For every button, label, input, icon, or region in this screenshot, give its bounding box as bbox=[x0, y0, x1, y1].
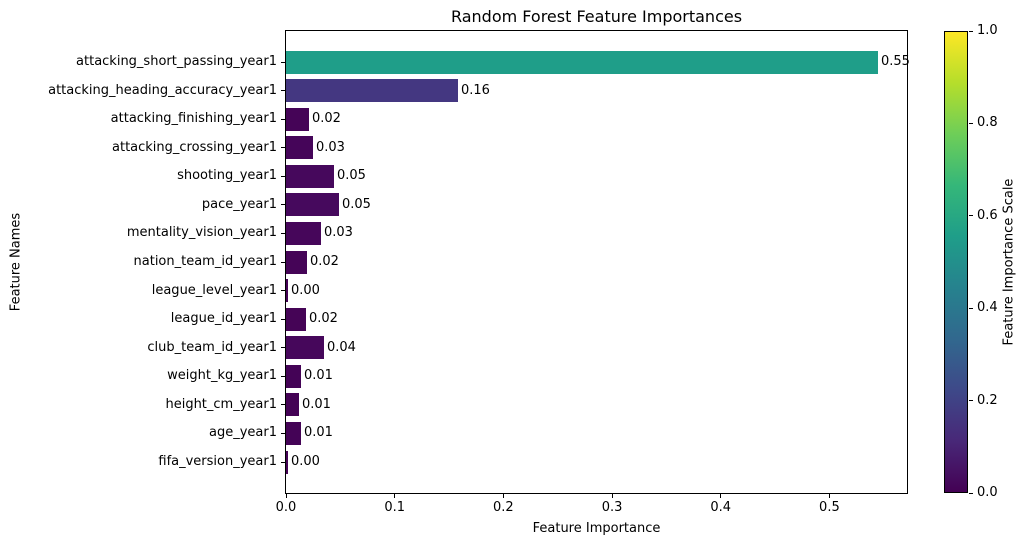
colorbar-tick-label: 0.6 bbox=[977, 207, 998, 223]
y-tick-label: attacking_finishing_year1 bbox=[110, 111, 277, 127]
bar bbox=[286, 193, 339, 217]
colorbar-tick-mark bbox=[969, 400, 973, 402]
x-tick-label: 0.3 bbox=[601, 500, 623, 515]
x-tick-mark bbox=[394, 494, 396, 498]
y-tick-mark bbox=[281, 232, 285, 234]
bar bbox=[286, 107, 309, 131]
y-tick-mark bbox=[281, 204, 285, 206]
bar bbox=[286, 50, 878, 74]
bar bbox=[286, 364, 301, 388]
bar bbox=[286, 450, 288, 474]
y-tick-mark bbox=[281, 261, 285, 263]
x-tick-mark bbox=[828, 494, 830, 498]
y-tick-mark bbox=[281, 61, 285, 63]
bar bbox=[286, 250, 307, 274]
y-tick-mark bbox=[281, 118, 285, 120]
x-tick-mark bbox=[502, 494, 504, 498]
x-tick-label: 0.4 bbox=[710, 500, 732, 515]
colorbar-tick-label: 0.8 bbox=[977, 115, 998, 131]
y-tick-label: club_team_id_year1 bbox=[147, 339, 277, 355]
bar bbox=[286, 221, 321, 245]
colorbar-tick-label: 1.0 bbox=[977, 23, 998, 38]
bar-value-label: 0.03 bbox=[324, 225, 353, 241]
bar bbox=[286, 164, 334, 188]
bar bbox=[286, 393, 299, 417]
colorbar-tick-label: 0.0 bbox=[977, 485, 998, 500]
bar bbox=[286, 279, 288, 303]
y-tick-label: height_cm_year1 bbox=[165, 396, 277, 412]
y-tick-label: shooting_year1 bbox=[177, 168, 277, 184]
bar-value-label: 0.00 bbox=[291, 282, 320, 298]
bar bbox=[286, 79, 458, 103]
plot-area: 0.55 0.16 0.02 0.03 0.05 0.05 0.03 0.02 0.00 0.02… bbox=[285, 30, 910, 494]
y-tick-mark bbox=[281, 318, 285, 320]
y-tick-label: age_year1 bbox=[209, 425, 277, 441]
y-tick-mark bbox=[281, 347, 285, 349]
y-tick-label: mentality_vision_year1 bbox=[126, 225, 277, 241]
bar-value-label: 0.02 bbox=[312, 111, 341, 127]
y-tick-label: attacking_short_passing_year1 bbox=[76, 54, 277, 69]
bar-value-label: 0.02 bbox=[310, 254, 339, 269]
y-tick-mark bbox=[281, 175, 285, 177]
colorbar-tick-mark bbox=[969, 307, 973, 309]
y-tick-mark bbox=[281, 290, 285, 292]
y-tick-mark bbox=[281, 90, 285, 92]
y-tick-label: weight_kg_year1 bbox=[167, 368, 277, 384]
bar-value-label: 0.55 bbox=[881, 54, 910, 69]
y-tick-label: league_level_year1 bbox=[151, 282, 277, 298]
bar-value-label: 0.05 bbox=[342, 196, 371, 212]
colorbar-label: Feature Importance Scale bbox=[1001, 178, 1017, 346]
x-tick-label: 0.2 bbox=[493, 500, 514, 515]
x-tick-label: 0.0 bbox=[275, 500, 297, 515]
bar bbox=[286, 136, 313, 160]
x-tick-mark bbox=[611, 494, 613, 498]
colorbar-tick-label: 0.4 bbox=[977, 300, 998, 316]
x-tick-mark bbox=[285, 494, 287, 498]
y-tick-label: fifa_version_year1 bbox=[158, 454, 277, 469]
colorbar-tick-label: 0.2 bbox=[977, 392, 998, 408]
bar-value-label: 0.02 bbox=[309, 311, 338, 327]
x-tick-label: 0.1 bbox=[384, 500, 406, 515]
bar-value-label: 0.05 bbox=[337, 168, 366, 184]
bar-value-label: 0.01 bbox=[304, 425, 333, 441]
x-tick-label: 0.5 bbox=[819, 500, 840, 515]
y-tick-label: nation_team_id_year1 bbox=[133, 254, 277, 269]
colorbar-tick-mark bbox=[969, 215, 973, 217]
y-tick-label: pace_year1 bbox=[201, 196, 277, 212]
colorbar bbox=[944, 31, 968, 493]
bar-value-label: 0.00 bbox=[291, 454, 320, 469]
y-tick-mark bbox=[281, 147, 285, 149]
colorbar-tick-mark bbox=[969, 122, 973, 124]
y-tick-mark bbox=[281, 461, 285, 463]
bar-value-label: 0.03 bbox=[316, 139, 345, 155]
y-tick-label: attacking_heading_accuracy_year1 bbox=[48, 82, 277, 98]
bar bbox=[286, 307, 306, 331]
bar-value-label: 0.16 bbox=[461, 82, 490, 98]
bar-value-label: 0.01 bbox=[302, 396, 331, 412]
x-tick-mark bbox=[720, 494, 722, 498]
bar-value-label: 0.01 bbox=[304, 368, 333, 384]
bar-value-label: 0.04 bbox=[327, 339, 356, 355]
y-tick-mark bbox=[281, 432, 285, 434]
y-tick-label: league_id_year1 bbox=[170, 311, 277, 327]
y-tick-mark bbox=[281, 375, 285, 377]
y-tick-label: attacking_crossing_year1 bbox=[112, 139, 277, 155]
colorbar-tick-mark bbox=[969, 30, 973, 32]
x-axis-label: Feature Importance bbox=[532, 521, 661, 536]
y-tick-mark bbox=[281, 404, 285, 406]
bar bbox=[286, 336, 324, 360]
colorbar-tick-mark bbox=[969, 492, 973, 494]
chart-title: Random Forest Feature Importances bbox=[450, 7, 743, 26]
bar bbox=[286, 421, 301, 445]
